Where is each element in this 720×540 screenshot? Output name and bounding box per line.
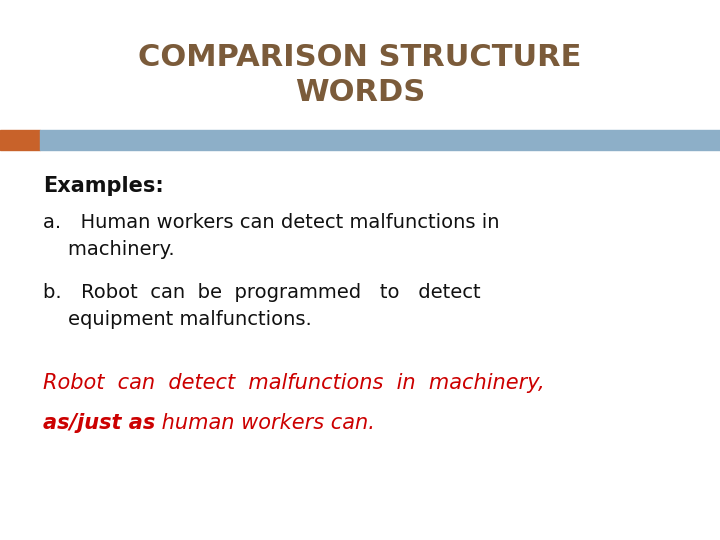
Text: Robot  can  detect  malfunctions  in  machinery,: Robot can detect malfunctions in machine…	[43, 373, 545, 393]
Text: b. Robot  can  be  programmed   to   detect
    equipment malfunctions.: b. Robot can be programmed to detect equ…	[43, 284, 481, 329]
Bar	[0, 130, 40, 150]
Text: human workers can.: human workers can.	[156, 413, 375, 433]
Bar	[40, 130, 720, 150]
Text: a. Human workers can detect malfunctions in
    machinery.: a. Human workers can detect malfunctions…	[43, 213, 500, 259]
Text: COMPARISON STRUCTURE
WORDS: COMPARISON STRUCTURE WORDS	[138, 43, 582, 107]
Text: Examples:: Examples:	[43, 176, 164, 195]
Text: as/just as: as/just as	[43, 413, 156, 433]
